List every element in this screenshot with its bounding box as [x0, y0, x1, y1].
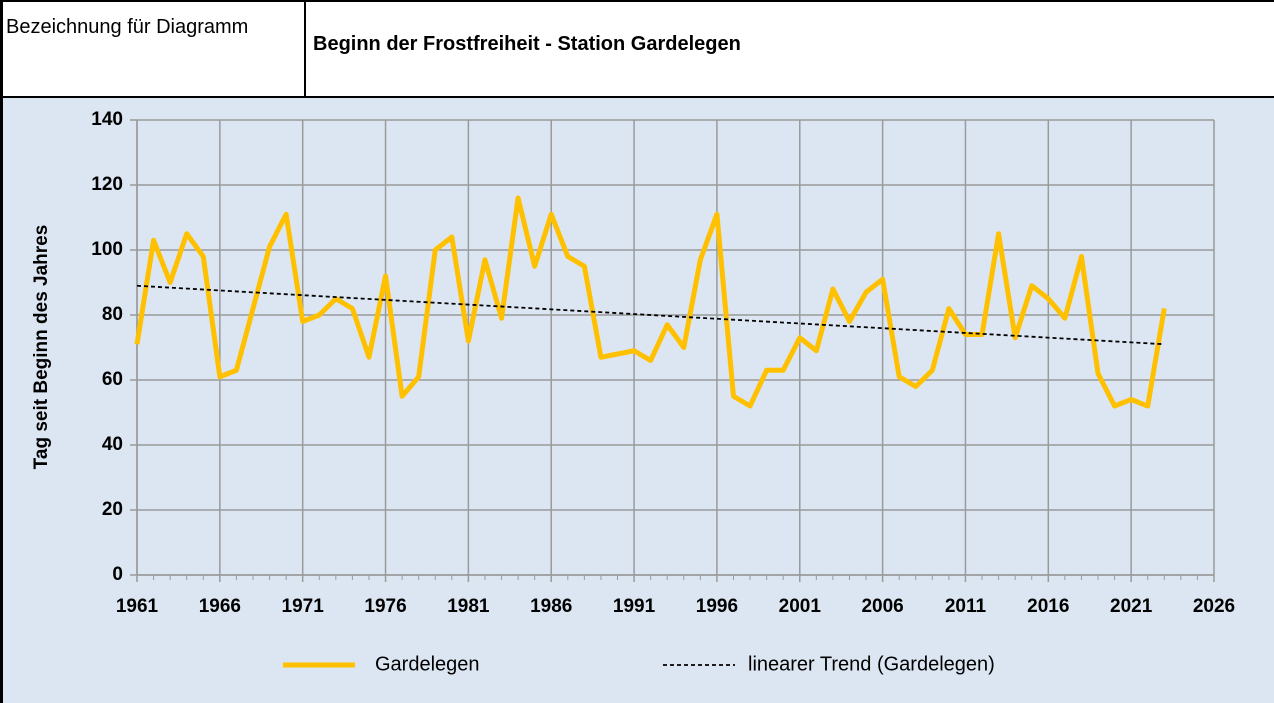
x-tick-label: 1981: [447, 596, 490, 617]
legend-label: Gardelegen: [375, 653, 480, 675]
legend-label: linearer Trend (Gardelegen): [748, 653, 995, 675]
x-tick-label: 1971: [282, 596, 325, 617]
x-tick-label: 2011: [945, 596, 987, 617]
chart-title: Beginn der Frostfreiheit - Station Garde…: [313, 33, 741, 55]
y-axis-label: Tag seit Beginn des Jahres: [31, 225, 52, 470]
x-tick-label: 1976: [364, 596, 406, 617]
x-tick-label: 2001: [779, 596, 822, 617]
x-tick-label: 2016: [1027, 596, 1069, 617]
trend-line: [136, 284, 1165, 346]
y-tick-label: 100: [91, 239, 123, 260]
y-tick-label: 0: [112, 564, 123, 585]
chart-background: [0, 97, 1274, 703]
x-tick-label: 2006: [861, 596, 903, 617]
y-tick-label: 140: [91, 109, 123, 130]
data-line: [134, 195, 1167, 409]
x-tick-label: 1991: [613, 596, 656, 617]
x-tick-label: 1961: [116, 596, 159, 617]
y-tick-label: 40: [102, 434, 123, 455]
y-tick-label: 80: [102, 304, 123, 325]
y-tick-label: 20: [102, 499, 123, 520]
y-tick-label: 120: [91, 174, 123, 195]
header-label: Bezeichnung für Diagramm: [6, 16, 249, 38]
x-tick-label: 1986: [530, 596, 572, 617]
x-tick-label: 1966: [199, 596, 241, 617]
x-tick-label: 2021: [1110, 596, 1153, 617]
x-tick-label: 2026: [1193, 596, 1235, 617]
x-tick-label: 1996: [696, 596, 738, 617]
y-tick-label: 60: [102, 369, 123, 390]
